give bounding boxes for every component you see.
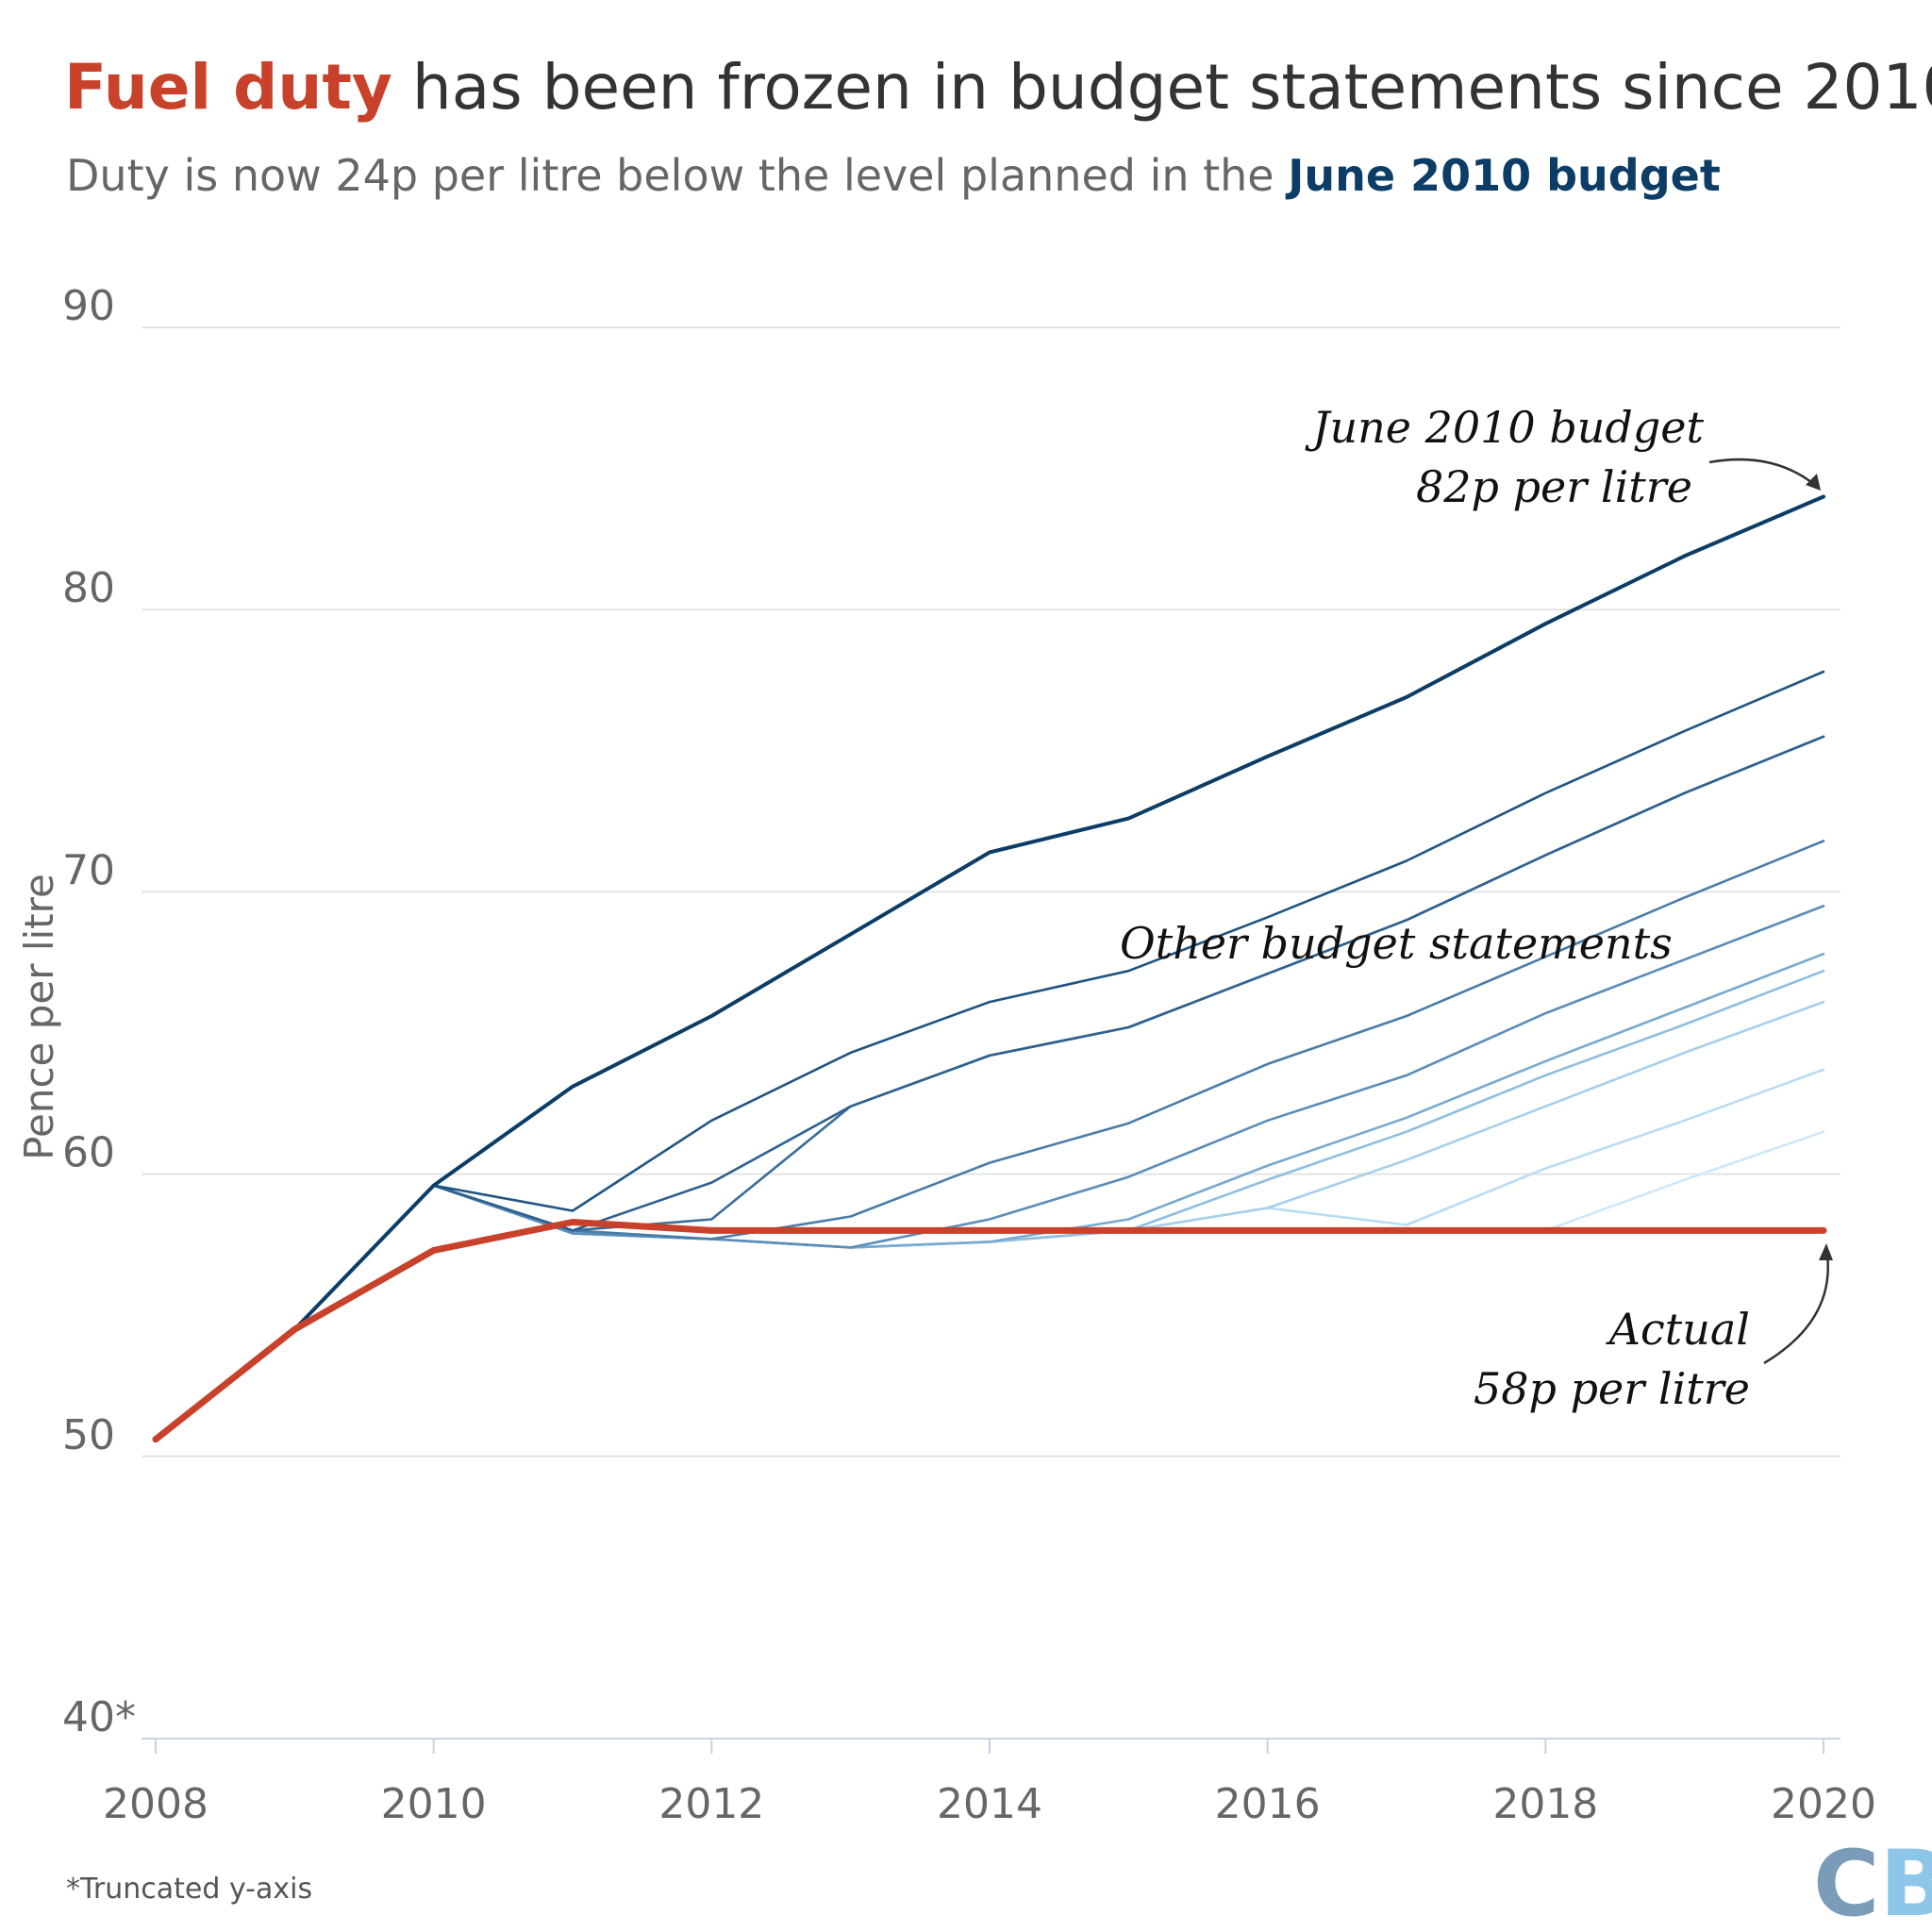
- x-tick-label: 2016: [1215, 1780, 1321, 1828]
- title-rest: has been frozen in budget statements sin…: [392, 51, 1932, 124]
- series-other-budget-line-1: [292, 1068, 1825, 1331]
- annotation-june-2010-line1: June 2010 budget: [1305, 402, 1704, 453]
- x-axis-ticks: 2008 2010 2012 2014 2016 2018 2020: [103, 1739, 1876, 1828]
- x-tick-label: 2010: [381, 1780, 487, 1828]
- series-june-2010-line: [292, 494, 1825, 1332]
- y-tick-label: 40*: [62, 1693, 136, 1741]
- series-other-budget-line-3: [292, 969, 1825, 1331]
- series-actual-line: [152, 1219, 1827, 1443]
- june-2010-arrowhead-icon: [1806, 474, 1821, 491]
- x-tick-label: 2014: [937, 1780, 1042, 1828]
- annotation-actual-line2: 58p per litre: [1474, 1363, 1750, 1414]
- chart-title: Fuel duty has been frozen in budget stat…: [64, 51, 1932, 124]
- y-tick-label: 60: [62, 1129, 115, 1177]
- series-other-budget-line-9: [292, 670, 1825, 1331]
- y-axis-label: Pence per litre: [16, 874, 62, 1160]
- actual-arrowhead-icon: [1819, 1243, 1833, 1260]
- series-lines: [152, 494, 1827, 1443]
- annotation-other-budgets: Other budget statements: [1120, 918, 1673, 969]
- y-tick-label: 90: [62, 282, 115, 330]
- y-tick-label: 70: [62, 846, 115, 894]
- series-other-budget-line-4: [292, 952, 1825, 1331]
- series-other-budget-line-8: [292, 735, 1825, 1331]
- series-other-budget-line-5: [292, 905, 1825, 1331]
- x-tick-label: 2018: [1492, 1780, 1598, 1828]
- actual-arrow: [1763, 1254, 1829, 1365]
- june-2010-arrow: [1708, 458, 1817, 487]
- x-tick-label: 2008: [103, 1780, 208, 1828]
- title-highlight: Fuel duty: [64, 51, 392, 124]
- x-tick-label: 2020: [1771, 1780, 1876, 1828]
- footnote: *Truncated y-axis: [66, 1873, 312, 1906]
- series-other-budget-line-6: [292, 840, 1825, 1331]
- y-tick-label: 80: [62, 564, 115, 612]
- annotation-june-2010-line2: 82p per litre: [1416, 461, 1692, 512]
- series-other-budget-line-2: [292, 1000, 1825, 1331]
- y-axis-ticks: 40* 50 60 70 80 90: [62, 282, 136, 1741]
- chart-subtitle: Duty is now 24p per litre below the leve…: [66, 150, 1721, 201]
- gridlines: [142, 326, 1840, 1740]
- carbon-brief-logo: CB: [1813, 1831, 1932, 1932]
- y-tick-label: 50: [62, 1411, 115, 1459]
- annotation-actual-line1: Actual: [1606, 1304, 1750, 1355]
- series-other-budget-line-7: [292, 735, 1825, 1331]
- subtitle-rest: Duty is now 24p per litre below the leve…: [66, 150, 1288, 201]
- subtitle-highlight: June 2010 budget: [1285, 150, 1721, 201]
- x-tick-label: 2012: [658, 1780, 764, 1828]
